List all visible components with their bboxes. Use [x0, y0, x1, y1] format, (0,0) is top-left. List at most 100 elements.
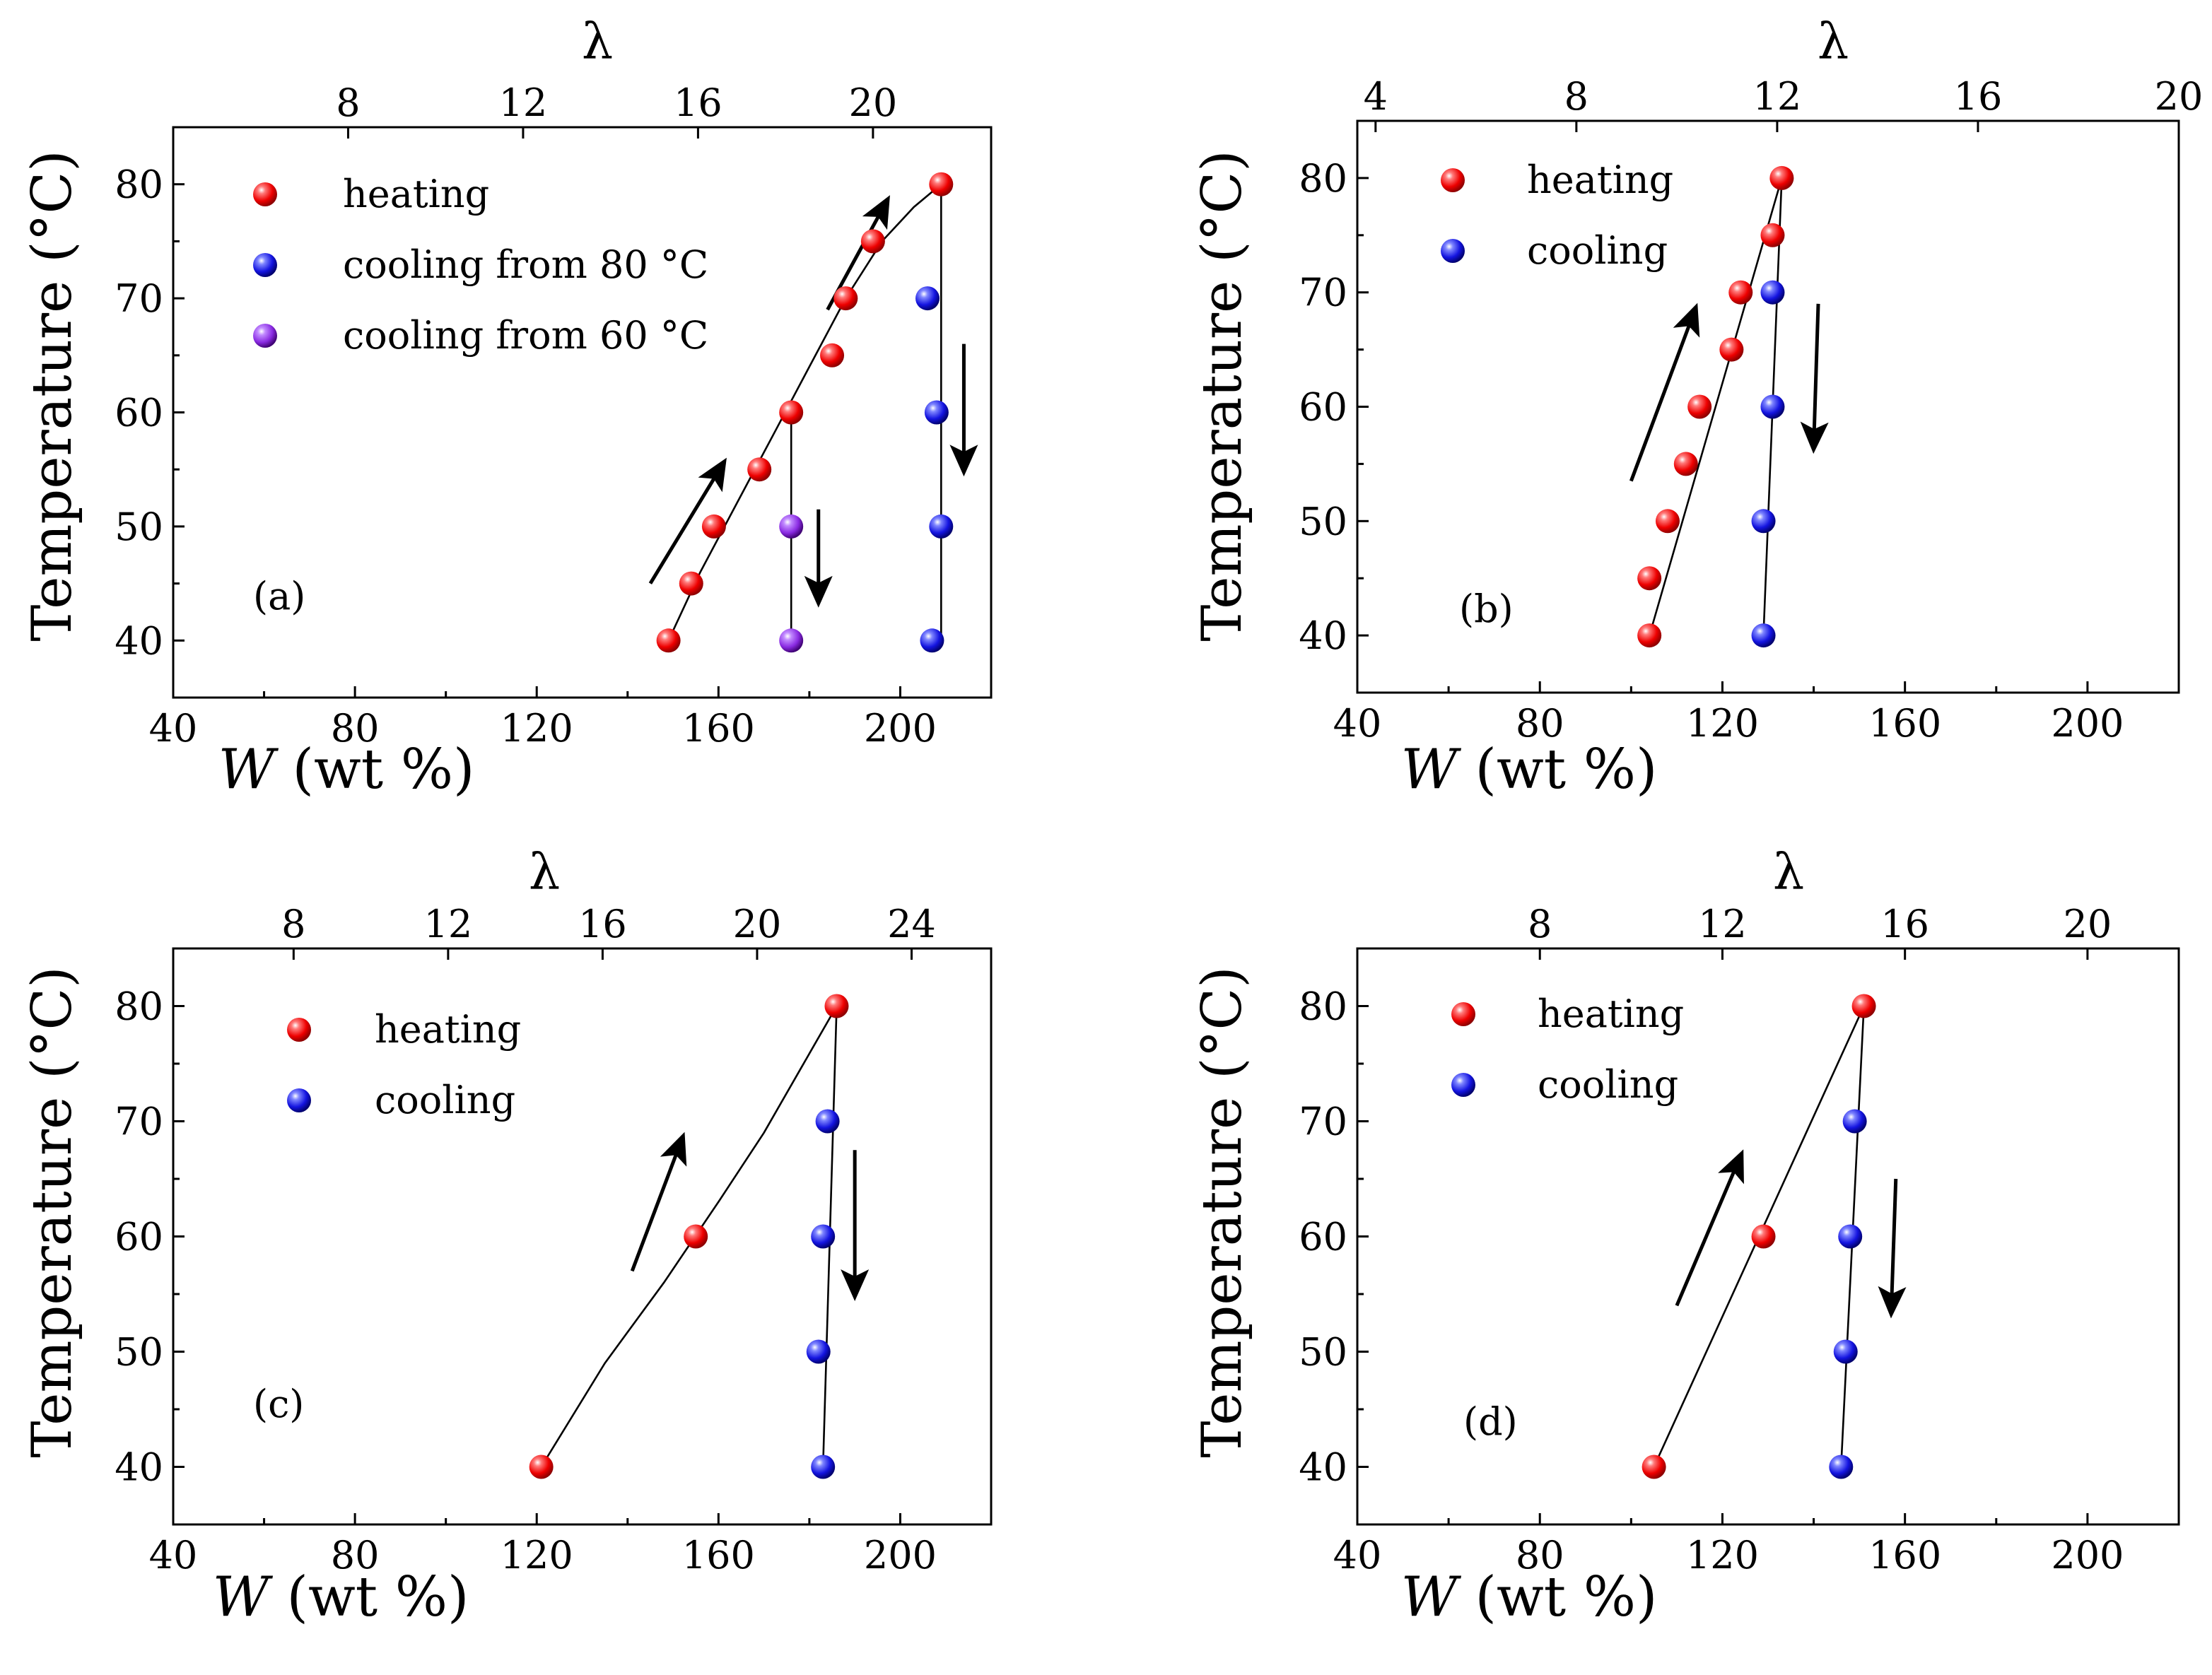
trend-curve — [540, 1005, 838, 1468]
x-tick-label: 80 — [1516, 1533, 1564, 1577]
y-tick-label: 50 — [1299, 1330, 1347, 1375]
legend-marker-red — [1451, 1002, 1475, 1026]
data-point-blue — [1829, 1454, 1854, 1479]
trend-curve — [1648, 177, 1783, 636]
x-tick-label: 200 — [2051, 701, 2124, 746]
data-point-red — [929, 172, 954, 196]
top-tick-label: 12 — [1753, 74, 1802, 119]
data-point-purple — [779, 628, 804, 653]
top-tick-label: 20 — [2064, 902, 2112, 946]
legend-label: heating — [1527, 158, 1673, 202]
y-tick-label: 40 — [115, 1445, 163, 1490]
legend-label: heating — [375, 1007, 521, 1052]
data-point-blue — [1833, 1339, 1858, 1364]
data-point-red — [1637, 566, 1662, 591]
data-point-red — [820, 343, 845, 368]
legend-marker-blue — [1451, 1073, 1475, 1097]
legend-marker-red — [253, 182, 277, 206]
x-axis-title: W (wt %) — [1401, 738, 1658, 801]
data-point-blue — [924, 400, 949, 425]
arrow-down-icon — [1878, 1178, 1907, 1319]
chart-panel: 40 80 120 160 200 40 50 60 70 80 4 8 12 16 20 λ W (wt %)… — [1190, 13, 2203, 801]
x-axis-unit: (wt %) — [269, 1565, 469, 1629]
data-point-red — [701, 514, 726, 539]
y-tick-label: 40 — [115, 618, 163, 663]
x-tick-label: 160 — [1868, 701, 1941, 746]
x-tick-label: 160 — [682, 1533, 755, 1577]
y-axis-title: Temperature (°C) — [21, 966, 84, 1457]
top-tick-label: 16 — [1954, 74, 2003, 119]
y-tick-label: 60 — [1299, 385, 1347, 430]
x-tick-label: 80 — [331, 1533, 380, 1577]
x-axis-title: W (wt %) — [213, 1565, 469, 1629]
arrow-up-icon — [648, 457, 727, 584]
y-tick-label: 80 — [1299, 985, 1347, 1029]
arrow-down-icon — [1800, 303, 1829, 454]
top-tick-label: 4 — [1364, 74, 1388, 119]
data-point-purple — [779, 514, 804, 539]
data-point-red — [779, 400, 804, 425]
legend-label: heating — [343, 172, 489, 216]
top-tick-label: 16 — [1880, 902, 1929, 946]
y-tick-label: 80 — [1299, 156, 1347, 201]
data-point-red — [1719, 337, 1744, 362]
top-tick-label: 12 — [499, 81, 548, 125]
x-tick-label: 40 — [149, 706, 198, 751]
data-point-red — [1851, 994, 1876, 1018]
top-tick-label: 8 — [281, 902, 305, 946]
x-tick-label: 200 — [864, 1533, 937, 1577]
x-axis-variable: W — [213, 1565, 274, 1629]
top-axis-title: λ — [582, 13, 613, 71]
x-tick-label: 40 — [1333, 701, 1382, 746]
data-point-blue — [920, 628, 944, 653]
data-point-red — [1642, 1454, 1666, 1479]
data-point-red — [824, 994, 849, 1018]
x-axis-title: W (wt %) — [218, 738, 475, 801]
data-point-red — [1751, 1224, 1776, 1249]
y-tick-label: 50 — [1299, 499, 1347, 543]
x-axis-unit: (wt %) — [1458, 1565, 1658, 1629]
legend-label: cooling — [375, 1078, 515, 1122]
top-axis-title: λ — [1818, 13, 1849, 71]
x-tick-label: 40 — [149, 1533, 198, 1577]
trend-curve — [667, 183, 942, 641]
top-tick-label: 8 — [336, 81, 360, 125]
y-tick-label: 80 — [115, 163, 163, 207]
y-tick-label: 70 — [1299, 1100, 1347, 1144]
data-point-red — [747, 457, 772, 482]
legend-label: heating — [1538, 992, 1684, 1036]
x-tick-label: 40 — [1333, 1533, 1382, 1577]
x-axis-variable: W — [1401, 738, 1462, 801]
data-point-blue — [1760, 280, 1785, 305]
top-tick-label: 12 — [424, 902, 473, 946]
top-tick-label: 8 — [1528, 902, 1552, 946]
data-point-blue — [1842, 1109, 1867, 1134]
top-tick-label: 20 — [2155, 74, 2204, 119]
panel-label: (b) — [1459, 587, 1514, 631]
data-point-blue — [1838, 1224, 1863, 1249]
legend-label: cooling — [1538, 1062, 1678, 1107]
data-point-blue — [929, 514, 954, 539]
legend-marker-purple — [253, 324, 277, 348]
y-axis-title: Temperature (°C) — [1190, 966, 1254, 1457]
y-tick-label: 70 — [115, 1100, 163, 1144]
x-tick-label: 120 — [1686, 701, 1759, 746]
data-point-blue — [1751, 623, 1776, 648]
legend-label: cooling from 60 °C — [343, 313, 708, 358]
y-tick-label: 60 — [1299, 1215, 1347, 1259]
data-point-red — [684, 1224, 708, 1249]
y-axis-title: Temperature (°C) — [1190, 150, 1254, 641]
arrow-up-icon — [1629, 302, 1700, 482]
panel-label: (a) — [253, 574, 305, 618]
panel-label: (d) — [1463, 1399, 1518, 1444]
x-tick-label: 120 — [501, 706, 573, 751]
x-axis-title: W (wt %) — [1401, 1565, 1658, 1629]
x-axis-unit: (wt %) — [1458, 738, 1658, 801]
arrow-up-icon — [1675, 1149, 1744, 1307]
data-point-blue — [811, 1454, 836, 1479]
x-tick-label: 200 — [864, 706, 937, 751]
data-point-blue — [1751, 509, 1776, 534]
legend-label: cooling from 80 °C — [343, 242, 708, 287]
data-point-red — [833, 286, 858, 311]
